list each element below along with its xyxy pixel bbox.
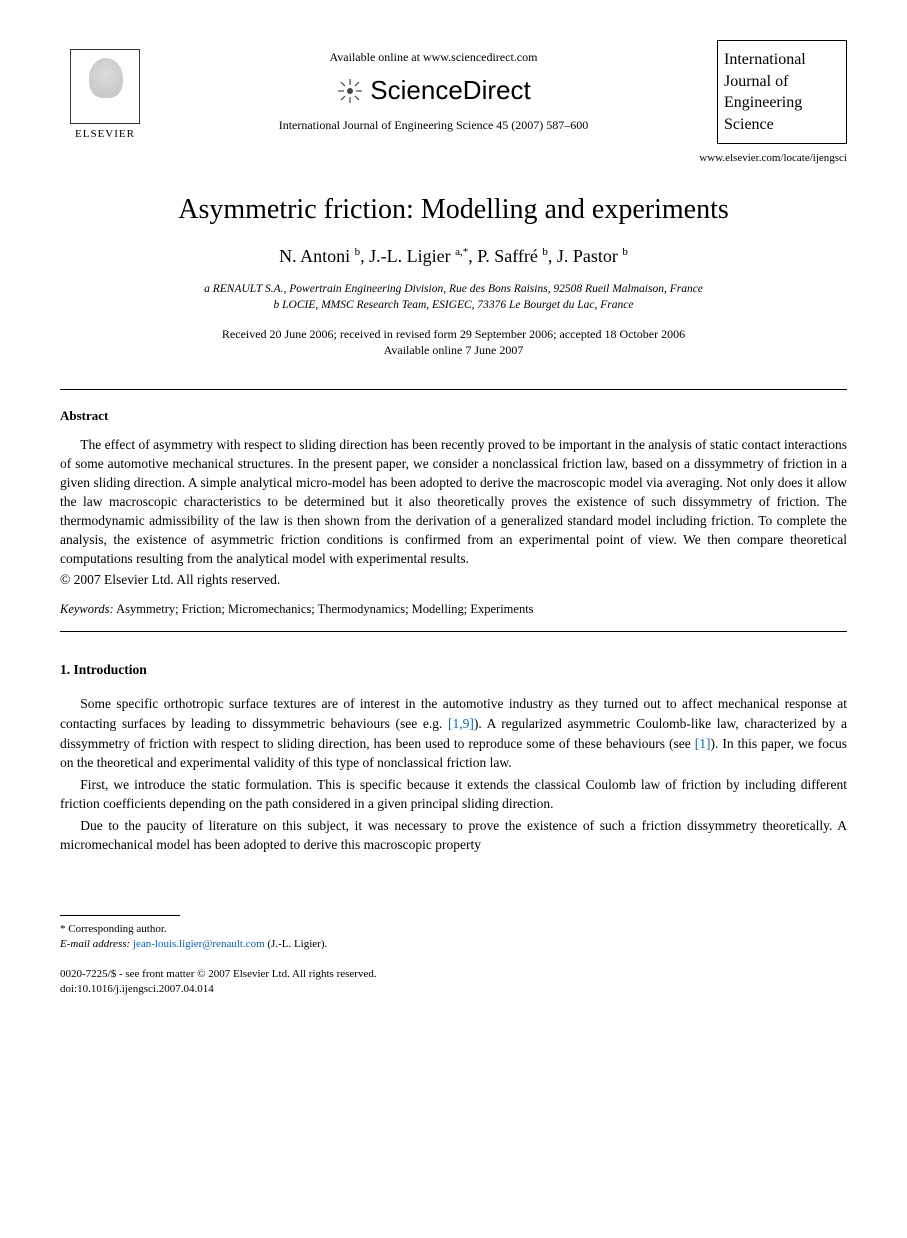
affiliations: a RENAULT S.A., Powertrain Engineering D… <box>60 281 847 313</box>
keywords-label: Keywords: <box>60 602 114 616</box>
center-header: Available online at www.sciencedirect.co… <box>150 40 717 133</box>
corresponding-author: * Corresponding author. <box>60 922 847 937</box>
footer-meta: 0020-7225/$ - see front matter © 2007 El… <box>60 967 847 997</box>
affiliation-a: a RENAULT S.A., Powertrain Engineering D… <box>60 281 847 297</box>
author: P. Saffré <box>477 246 538 266</box>
author: N. Antoni <box>279 246 350 266</box>
header-row: ELSEVIER Available online at www.science… <box>60 40 847 144</box>
dates-online: Available online 7 June 2007 <box>60 342 847 359</box>
email-line: E-mail address: jean-louis.ligier@renaul… <box>60 937 847 952</box>
journal-line: International <box>724 49 840 71</box>
author: J. Pastor <box>557 246 618 266</box>
front-matter-line: 0020-7225/$ - see front matter © 2007 El… <box>60 967 847 982</box>
citation-line: International Journal of Engineering Sci… <box>150 118 717 133</box>
available-online-text: Available online at www.sciencedirect.co… <box>150 50 717 65</box>
keywords-line: Keywords: Asymmetry; Friction; Micromech… <box>60 602 847 617</box>
elsevier-tree-icon <box>70 49 140 124</box>
divider <box>60 631 847 632</box>
author: J.-L. Ligier <box>369 246 450 266</box>
article-dates: Received 20 June 2006; received in revis… <box>60 326 847 360</box>
section-1-heading: 1. Introduction <box>60 662 847 678</box>
elsevier-logo: ELSEVIER <box>60 40 150 140</box>
authors-line: N. Antoni b, J.-L. Ligier a,*, P. Saffré… <box>60 246 847 267</box>
abstract-text: The effect of asymmetry with respect to … <box>60 436 847 568</box>
publisher-name: ELSEVIER <box>75 128 135 140</box>
author-sup: a,* <box>455 246 468 258</box>
abstract-label: Abstract <box>60 408 847 424</box>
keywords-text: Asymmetry; Friction; Micromechanics; The… <box>114 602 534 616</box>
intro-para-3: Due to the paucity of literature on this… <box>60 816 847 855</box>
author-sup: b <box>355 246 361 258</box>
divider <box>60 389 847 390</box>
intro-para-2: First, we introduce the static formulati… <box>60 775 847 814</box>
journal-line: Engineering <box>724 92 840 114</box>
journal-title-box: International Journal of Engineering Sci… <box>717 40 847 144</box>
author-sup: b <box>622 246 628 258</box>
email-link[interactable]: jean-louis.ligier@renault.com <box>133 938 265 950</box>
affiliation-b: b LOCIE, MMSC Research Team, ESIGEC, 733… <box>60 297 847 313</box>
journal-line: Journal of <box>724 71 840 93</box>
email-attrib: (J.-L. Ligier). <box>265 938 328 950</box>
journal-line: Science <box>724 114 840 136</box>
email-label: E-mail address: <box>60 938 130 950</box>
abstract-copyright: © 2007 Elsevier Ltd. All rights reserved… <box>60 572 847 588</box>
ref-link[interactable]: [1,9] <box>448 716 474 731</box>
doi-line: doi:10.1016/j.ijengsci.2007.04.014 <box>60 982 847 997</box>
ref-link[interactable]: [1] <box>695 736 711 751</box>
intro-para-1: Some specific orthotropic surface textur… <box>60 694 847 772</box>
journal-url[interactable]: www.elsevier.com/locate/ijengsci <box>60 152 847 164</box>
footnote-block: * Corresponding author. E-mail address: … <box>60 922 847 953</box>
sciencedirect-logo: ScienceDirect <box>150 75 717 106</box>
dates-received: Received 20 June 2006; received in revis… <box>60 326 847 343</box>
footnote-rule <box>60 915 180 916</box>
sd-brand-text: ScienceDirect <box>370 75 530 106</box>
sd-burst-icon <box>336 77 364 105</box>
author-sup: b <box>542 246 548 258</box>
article-title: Asymmetric friction: Modelling and exper… <box>60 194 847 226</box>
journal-box-wrap: International Journal of Engineering Sci… <box>717 40 847 144</box>
